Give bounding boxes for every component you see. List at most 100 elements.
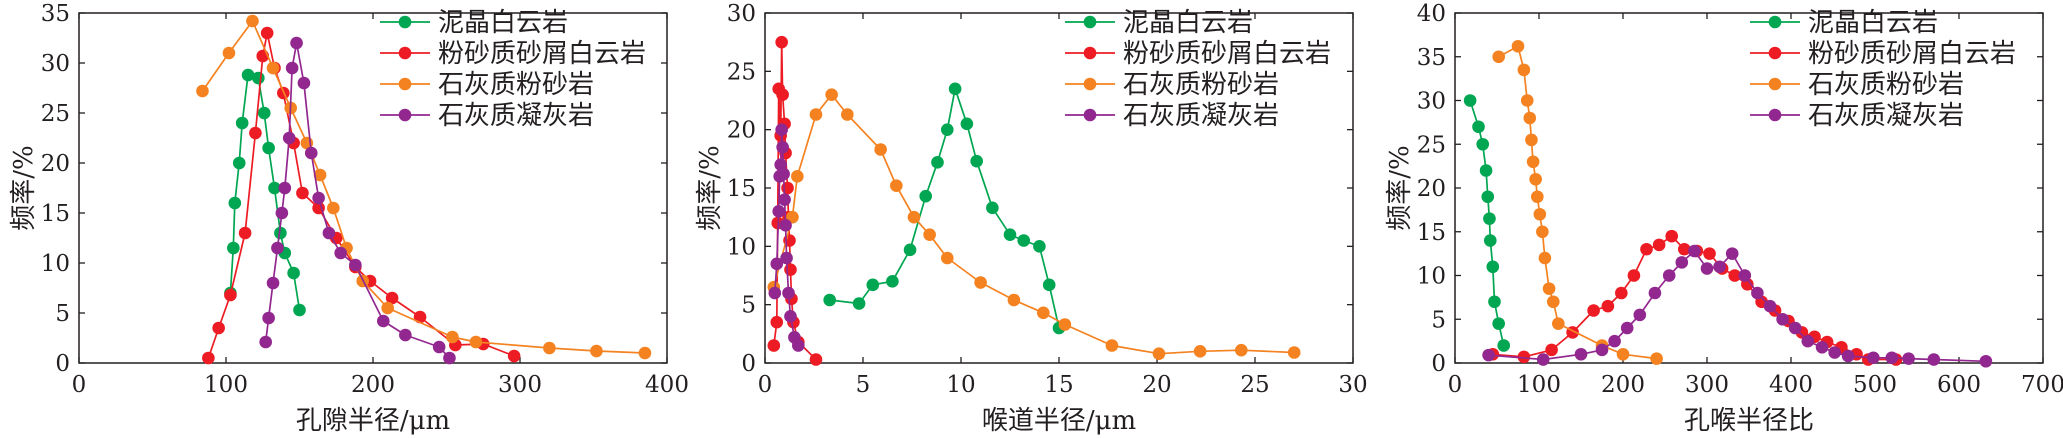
data-point (1815, 340, 1829, 354)
data-point (262, 311, 275, 325)
data-point (349, 258, 362, 272)
data-point (1193, 345, 1207, 358)
data-point (196, 84, 209, 98)
data-point (770, 315, 784, 329)
x-tick-label: 700 (2021, 372, 2063, 398)
legend-marker (398, 77, 412, 91)
data-point (1517, 350, 1531, 364)
legend-marker (1768, 108, 1782, 122)
data-point (784, 310, 797, 323)
data-point (235, 116, 249, 130)
legend-marker (1083, 15, 1097, 29)
legend-label: 泥晶白云岩 (438, 8, 568, 38)
data-point (823, 293, 836, 307)
series-line (1488, 250, 1986, 363)
data-point (1526, 155, 1540, 169)
data-point (1483, 234, 1497, 247)
data-point (1615, 286, 1628, 300)
data-point (940, 123, 954, 136)
data-point (940, 251, 954, 265)
x-axis-title: 孔喉半径比 (1684, 406, 1814, 436)
data-point (1902, 352, 1915, 365)
data-point (1476, 137, 1490, 151)
data-point (446, 330, 459, 344)
data-point (327, 201, 340, 215)
x-axis-title: 喉道半径/μm (982, 406, 1136, 436)
y-tick-label: 35 (41, 1, 70, 27)
data-point (1616, 347, 1630, 361)
data-point (543, 341, 556, 355)
data-point (1105, 339, 1119, 352)
data-point (1841, 349, 1855, 363)
series-0 (1463, 94, 1511, 352)
data-point (1033, 240, 1046, 253)
x-tick-label: 200 (1601, 372, 1645, 398)
data-point (1608, 334, 1621, 348)
legend-label: 石灰质凝灰岩 (1808, 101, 1964, 131)
y-tick-label: 25 (1417, 132, 1446, 158)
data-point (432, 340, 446, 354)
data-point (266, 61, 280, 75)
data-point (1007, 293, 1021, 307)
x-tick-label: 500 (1853, 372, 1897, 398)
series-line (201, 20, 646, 354)
data-point (1979, 354, 1993, 368)
y-tick-label: 20 (727, 118, 756, 144)
x-tick-label: 400 (645, 372, 689, 398)
data-point (241, 68, 255, 82)
data-point (778, 193, 791, 206)
data-point (1601, 299, 1615, 313)
y-tick-label: 5 (741, 293, 756, 319)
data-point (1520, 94, 1534, 107)
data-point (232, 156, 246, 170)
data-point (1542, 282, 1556, 295)
data-point (986, 201, 999, 215)
data-point (852, 297, 866, 310)
data-point (1627, 269, 1641, 282)
data-point (772, 205, 786, 218)
series-3 (1482, 244, 1993, 368)
chart-panel-pore-radius: 0 100 200 300 400 0 5 10 15 20 25 30 35 孔隙半径/μm 频率/% 泥晶… (9, 1, 689, 436)
data-point (293, 303, 306, 317)
data-point (1536, 225, 1549, 239)
data-point (507, 349, 521, 363)
series-3 (259, 36, 456, 365)
data-point (275, 206, 289, 220)
legend-label: 粉砂质砂屑白云岩 (1123, 39, 1331, 69)
data-point (413, 310, 427, 324)
y-tick-label: 30 (41, 51, 70, 77)
y-tick-label: 0 (1431, 351, 1446, 377)
data-point (1751, 286, 1764, 300)
data-point (1538, 251, 1552, 265)
data-point (948, 82, 962, 96)
y-tick-label: 20 (41, 151, 70, 177)
data-point (768, 286, 782, 300)
data-point (1867, 351, 1880, 365)
x-tick-label: 600 (1937, 372, 1981, 398)
data-point (1463, 94, 1477, 107)
data-point (1688, 244, 1701, 258)
y-tick-label: 10 (41, 251, 70, 277)
data-point (296, 186, 309, 200)
legend-marker (1768, 15, 1782, 29)
data-point (1633, 308, 1647, 322)
data-point (376, 314, 390, 328)
data-point (1497, 339, 1511, 352)
data-point (1648, 286, 1662, 300)
x-tick-label: 0 (72, 372, 87, 398)
data-point (792, 339, 805, 352)
data-point (1529, 172, 1542, 186)
data-point (791, 170, 804, 183)
legend-label: 泥晶白云岩 (1808, 8, 1938, 38)
x-axis-title: 孔隙半径/μm (296, 406, 450, 436)
data-point (1483, 212, 1496, 225)
data-point (1700, 262, 1714, 275)
data-point (777, 167, 790, 181)
data-point (238, 226, 252, 240)
data-point (970, 154, 983, 168)
legend-marker (398, 108, 412, 122)
data-point (1517, 63, 1531, 77)
x-tick-label: 0 (758, 372, 773, 398)
